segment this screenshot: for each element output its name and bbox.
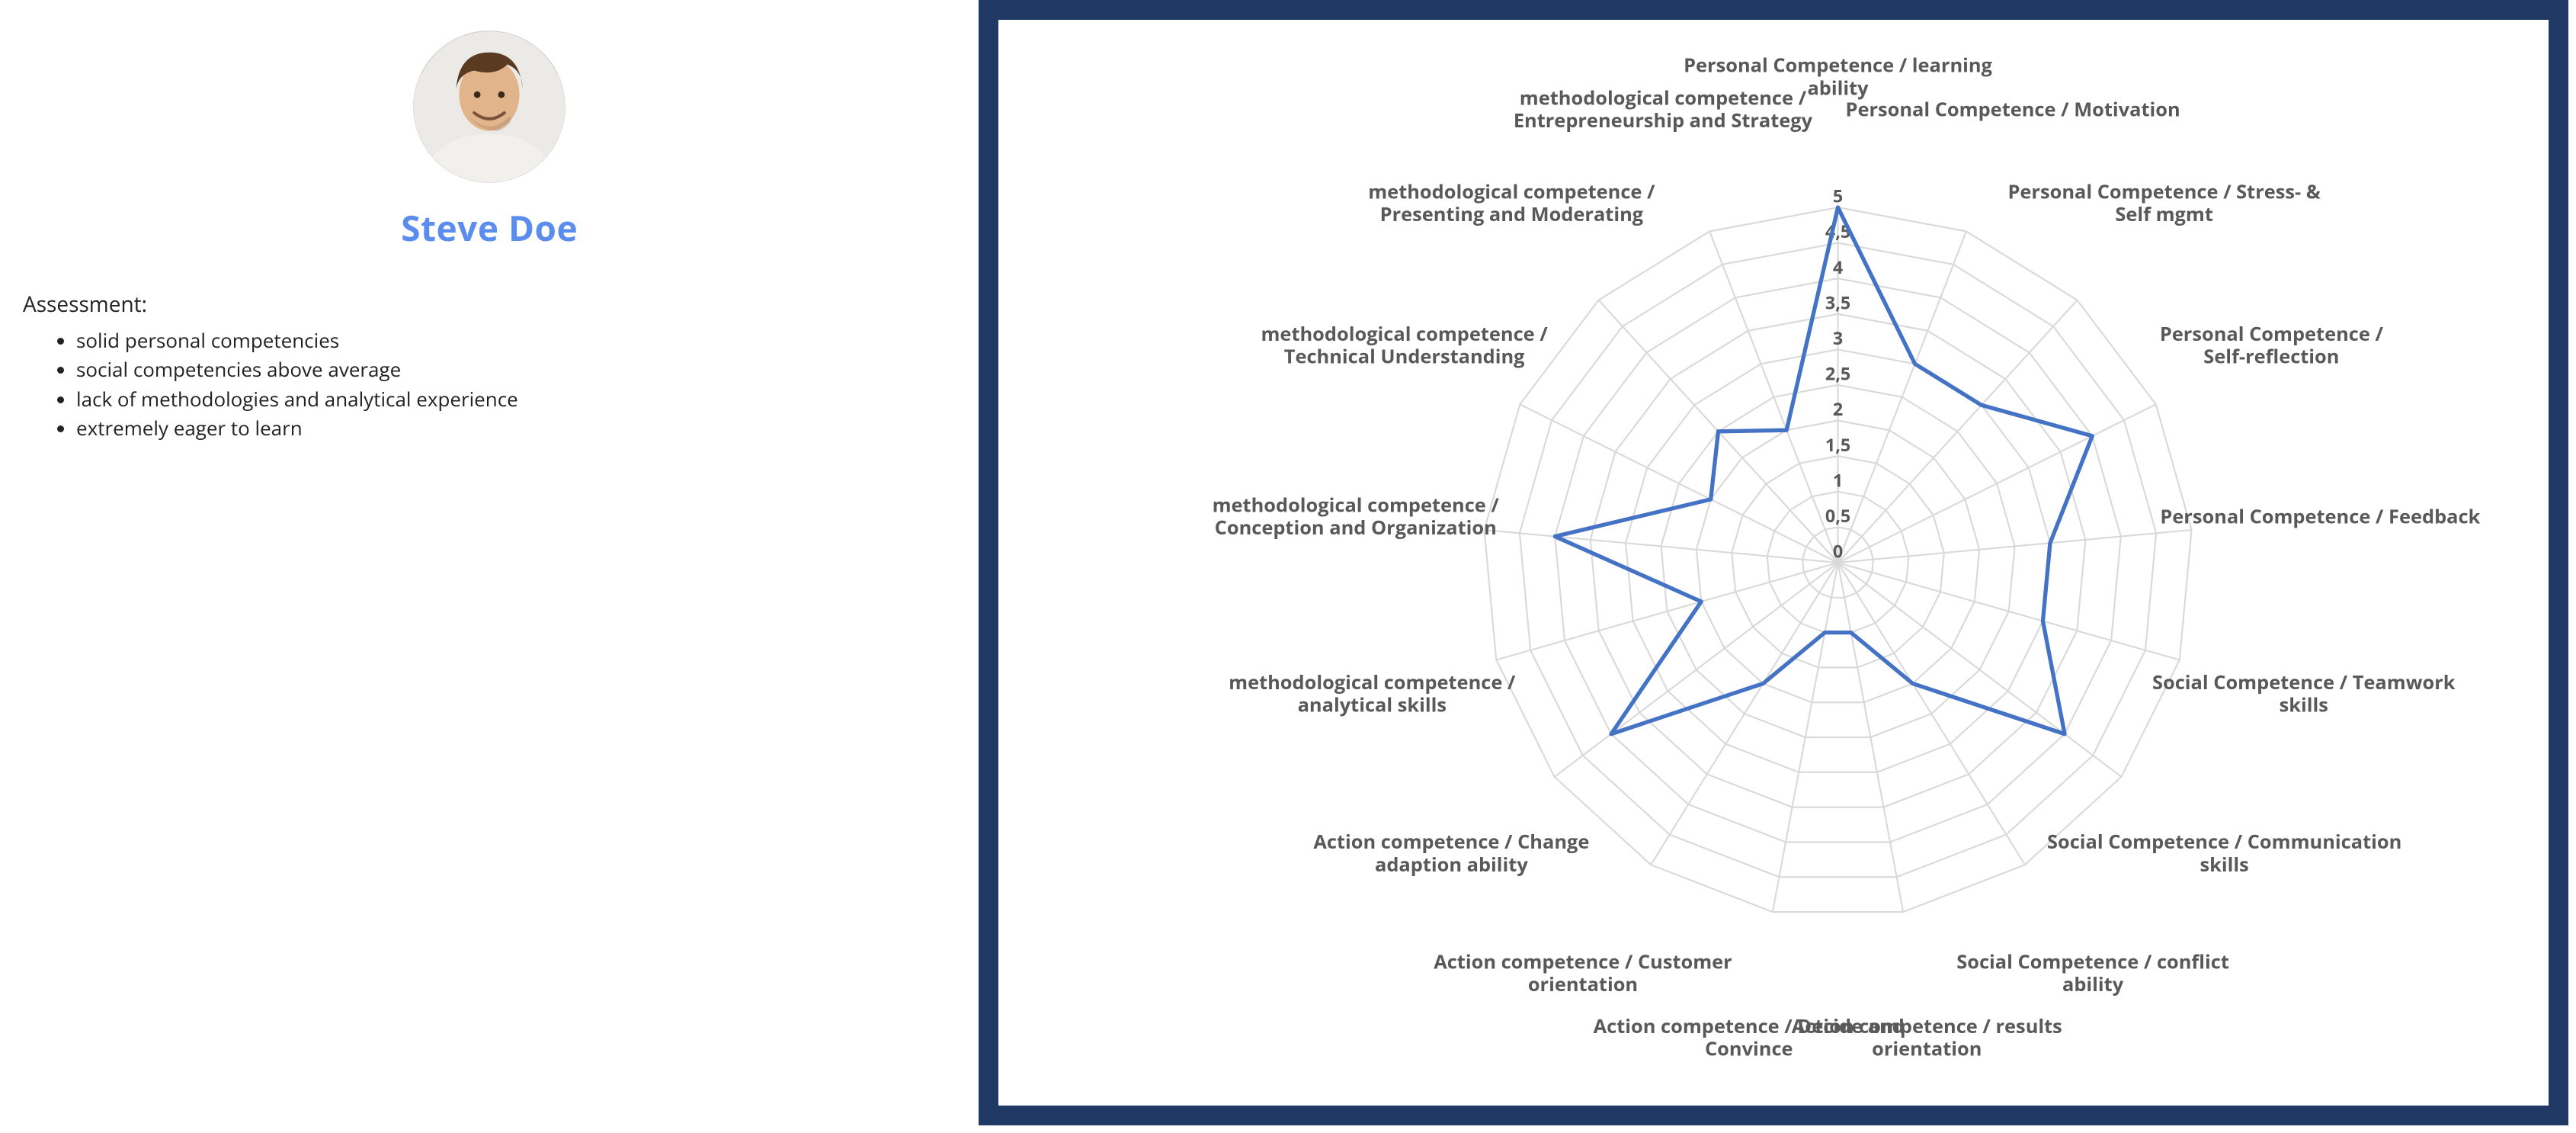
radar-axis-label: Action competence / Changeadaption abili…	[1314, 829, 1590, 878]
radar-spoke	[1838, 563, 2122, 777]
radar-spoke	[1838, 404, 2156, 563]
radar-tick-label: 3	[1833, 326, 1843, 350]
assessment-item: solid personal competencies	[76, 326, 963, 354]
page: Steve Doe Assessment: solid personal com…	[0, 0, 2576, 1133]
chart-panel: 00,511,522,533,544,55Personal Competence…	[979, 0, 2576, 1133]
radar-tick-label: 2,5	[1825, 361, 1850, 386]
radar-axis-label: Social Competence / conflictability	[1957, 948, 2230, 997]
radar-axis-label: Personal Competence / Motivation	[1846, 96, 2180, 122]
radar-axis-label: Personal Competence /Self-reflection	[2160, 321, 2384, 370]
radar-axis-label: Personal Competence / Stress- &Self mgmt	[2008, 178, 2321, 227]
profile-name: Steve Doe	[401, 204, 578, 252]
chart-inner: 00,511,522,533,544,55Personal Competence…	[998, 20, 2549, 1106]
radar-spoke	[1485, 530, 1838, 563]
avatar	[413, 30, 566, 183]
radar-tick-label: 5	[1833, 184, 1843, 208]
assessment-block: Assessment: solid personal competenciess…	[15, 290, 963, 444]
radar-axis-label: methodological competence /analytical sk…	[1229, 669, 1517, 718]
radar-tick-label: 1	[1833, 467, 1843, 492]
profile-panel: Steve Doe Assessment: solid personal com…	[0, 0, 979, 1133]
assessment-item: lack of methodologies and analytical exp…	[76, 385, 963, 412]
radar-tick-label: 4	[1833, 255, 1843, 279]
radar-tick-label: 0,5	[1825, 503, 1850, 528]
assessment-list: solid personal competenciessocial compet…	[23, 326, 963, 442]
radar-tick-label: 2	[1833, 396, 1843, 421]
radar-axis-label: methodological competence /Conception an…	[1213, 492, 1500, 541]
assessment-title: Assessment:	[23, 290, 963, 319]
radar-axis-label: methodological competence /Presenting an…	[1369, 178, 1656, 227]
radar-axis-label: Social Competence / Communicationskills	[2047, 829, 2401, 878]
radar-axis-label: Personal Competence / Feedback	[2161, 503, 2481, 529]
radar-tick-label: 3,5	[1825, 290, 1850, 314]
radar-tick-label: 1,5	[1825, 432, 1850, 457]
assessment-item: extremely eager to learn	[76, 414, 963, 441]
radar-spoke	[1710, 231, 1838, 563]
radar-axis-label: Social Competence / Teamworkskills	[2152, 669, 2456, 718]
assessment-item: social competencies above average	[76, 355, 963, 383]
radar-axis-label: Action competence / Decide andConvince	[1594, 1013, 1905, 1062]
radar-axis-label: methodological competence /Entrepreneurs…	[1514, 85, 1813, 133]
radar-spoke	[1520, 404, 1838, 563]
radar-spoke	[1838, 530, 2192, 563]
radar-spoke	[1555, 563, 1838, 777]
radar-data-line	[1556, 207, 2093, 734]
radar-spoke	[1838, 231, 1966, 563]
radar-tick-label: 0	[1833, 539, 1843, 563]
avatar-placeholder-icon	[414, 31, 565, 182]
radar-chart: 00,511,522,533,544,55Personal Competence…	[998, 20, 2549, 1106]
radar-axis-label: methodological competence /Technical Und…	[1261, 321, 1549, 370]
chart-frame: 00,511,522,533,544,55Personal Competence…	[979, 0, 2568, 1125]
radar-spoke	[1838, 300, 2078, 563]
radar-axis-label: Action competence / Customerorientation	[1434, 948, 1733, 997]
